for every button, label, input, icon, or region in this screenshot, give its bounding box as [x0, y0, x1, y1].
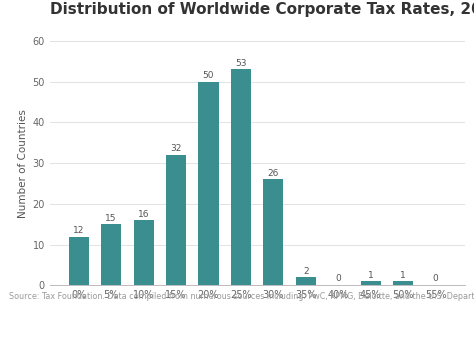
Bar: [264, 179, 283, 285]
Bar: [393, 281, 413, 285]
Bar: [101, 224, 121, 285]
Bar: [361, 281, 381, 285]
Bar: [199, 82, 219, 285]
Text: 16: 16: [138, 210, 149, 219]
Text: 2: 2: [303, 267, 309, 276]
Bar: [134, 220, 154, 285]
Bar: [231, 70, 251, 285]
Text: 53: 53: [235, 59, 246, 68]
Text: 0: 0: [433, 273, 438, 283]
Text: 32: 32: [170, 144, 182, 153]
Text: 1: 1: [400, 271, 406, 280]
Bar: [69, 237, 89, 285]
Text: 12: 12: [73, 226, 84, 235]
Bar: [296, 277, 316, 285]
Text: @TaxFoundation: @TaxFoundation: [379, 322, 465, 332]
Text: 26: 26: [268, 169, 279, 178]
Text: TAX FOUNDATION: TAX FOUNDATION: [9, 322, 113, 332]
Y-axis label: Number of Countries: Number of Countries: [18, 109, 28, 218]
Text: Distribution of Worldwide Corporate Tax Rates, 2018: Distribution of Worldwide Corporate Tax …: [50, 2, 474, 17]
Text: 1: 1: [368, 271, 374, 280]
Text: 50: 50: [203, 71, 214, 80]
Bar: [166, 155, 186, 285]
Text: 15: 15: [105, 214, 117, 223]
Text: Source: Tax Foundation. Data compiled from numerous sources including: PwC, KPMG: Source: Tax Foundation. Data compiled fr…: [9, 292, 474, 301]
Text: 0: 0: [336, 273, 341, 283]
